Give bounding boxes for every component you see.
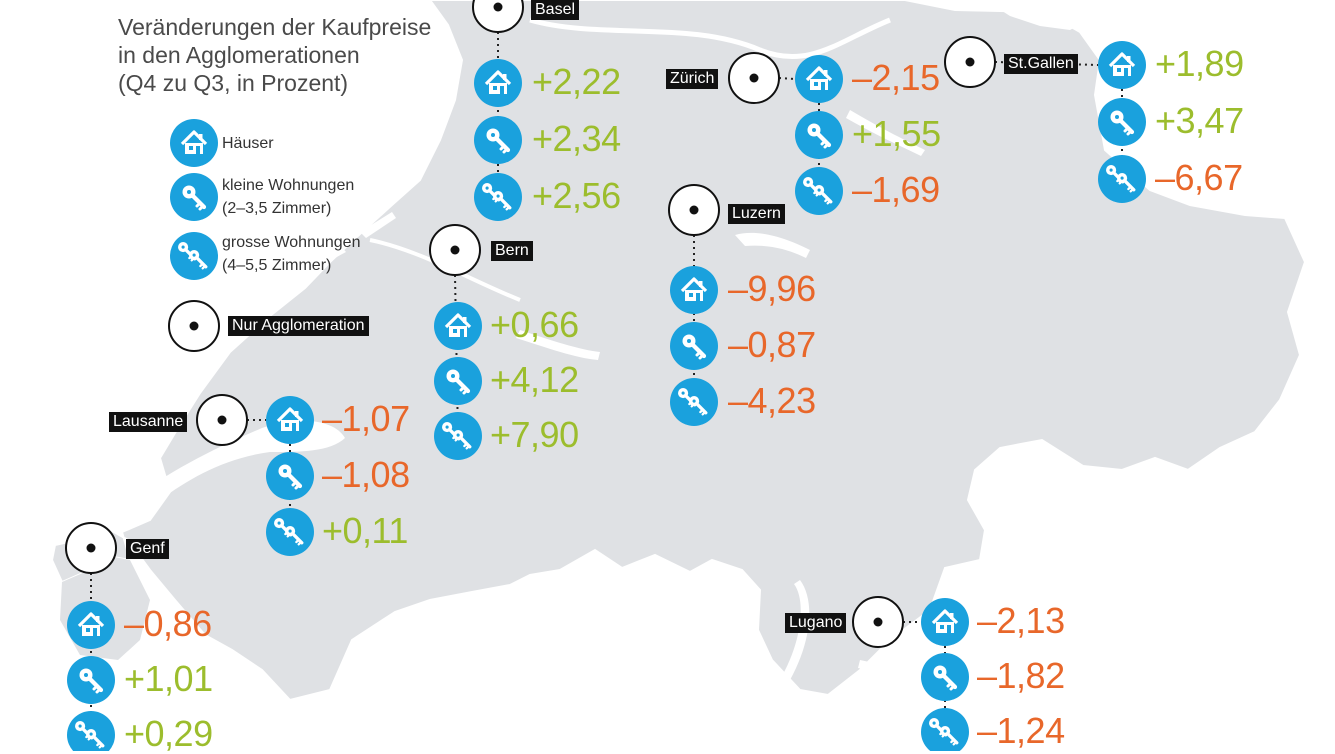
lugano-key-icon xyxy=(921,653,969,701)
luzern-house-icon xyxy=(670,266,718,314)
legend-large-label-2: (4–5,5 Zimmer) xyxy=(222,257,332,274)
city-label-stgallen: St.Gallen xyxy=(1004,54,1078,74)
value-bern-large: +7,90 xyxy=(490,414,579,455)
city-marker-icon-zuerich xyxy=(728,52,780,104)
basel-key-icon xyxy=(474,116,522,164)
bern-house-icon xyxy=(434,302,482,350)
lausanne-key-icon xyxy=(266,452,314,500)
lugano-double-key-icon xyxy=(921,708,969,751)
value-genf-small: +1,01 xyxy=(124,658,213,699)
city-label-lugano: Lugano xyxy=(785,613,847,633)
value-bern-small: +4,12 xyxy=(490,359,579,400)
city-label-bern: Bern xyxy=(491,241,533,261)
value-bern-house: +0,66 xyxy=(490,304,579,345)
genf-house-icon xyxy=(67,601,115,649)
zuerich-double-key-icon xyxy=(795,167,843,215)
value-lausanne-large: +0,11 xyxy=(322,510,408,551)
value-basel-house: +2,22 xyxy=(532,61,621,102)
legend-large-label-1: grosse Wohnungen xyxy=(222,234,361,251)
zuerich-key-icon xyxy=(795,111,843,159)
lake-lucerne xyxy=(735,232,810,258)
lake-biel xyxy=(360,212,396,238)
title-line-3: (Q4 zu Q3, in Prozent) xyxy=(118,70,349,96)
value-zuerich-house: –2,15 xyxy=(852,57,940,98)
value-lugano-small: –1,82 xyxy=(977,655,1065,696)
value-stgallen-house: +1,89 xyxy=(1155,43,1244,84)
value-zuerich-large: –1,69 xyxy=(852,169,940,210)
map-title: Veränderungen der Kaufpreise in den Aggl… xyxy=(118,13,448,97)
city-label-basel: Basel xyxy=(531,0,580,20)
lausanne-house-icon xyxy=(266,396,314,444)
city-marker-icon-basel xyxy=(472,0,524,33)
value-luzern-large: –4,23 xyxy=(728,380,816,421)
city-marker-icon-bern xyxy=(429,224,481,276)
city-icons xyxy=(65,0,1146,751)
value-lugano-house: –2,13 xyxy=(977,600,1065,641)
lake-lugano xyxy=(858,660,915,677)
legend-small-label-1: kleine Wohnungen xyxy=(222,177,355,194)
city-label-luzern: Luzern xyxy=(728,204,785,224)
luzern-double-key-icon xyxy=(670,378,718,426)
legend-city-marker-icon xyxy=(168,300,220,352)
legend-key-icon xyxy=(170,173,218,221)
legend-small-label-2: (2–3,5 Zimmer) xyxy=(222,200,332,217)
city-label-genf: Genf xyxy=(126,539,169,559)
city-label-zuerich: Zürich xyxy=(666,69,719,89)
city-marker-icon-stgallen xyxy=(944,36,996,88)
value-lausanne-house: –1,07 xyxy=(322,398,410,439)
legend-house-icon xyxy=(170,119,218,167)
lake-neuchatel xyxy=(228,245,346,320)
lake-constance xyxy=(985,0,1088,30)
value-basel-small: +2,34 xyxy=(532,118,621,159)
lake-zurich xyxy=(846,110,925,156)
value-basel-large: +2,56 xyxy=(532,175,621,216)
city-marker-icon-luzern xyxy=(668,184,720,236)
connector-zuerich xyxy=(778,77,796,80)
legend-icons xyxy=(168,119,220,352)
zuerich-house-icon xyxy=(795,55,843,103)
stgallen-key-icon xyxy=(1098,98,1146,146)
bern-key-icon xyxy=(434,357,482,405)
value-zuerich-small: +1,55 xyxy=(852,113,941,154)
city-marker-icon-lausanne xyxy=(196,394,248,446)
city-marker-icon-genf xyxy=(65,522,117,574)
value-luzern-house: –9,96 xyxy=(728,268,816,309)
title-line-2: in den Agglomerationen xyxy=(118,42,360,68)
value-genf-house: –0,86 xyxy=(124,603,212,644)
city-marker-icon-lugano xyxy=(852,596,904,648)
basel-double-key-icon xyxy=(474,173,522,221)
legend-house-label: Häuser xyxy=(222,135,274,152)
value-genf-large: +0,29 xyxy=(124,713,213,754)
connector-stgallen xyxy=(994,61,1099,66)
luzern-key-icon xyxy=(670,322,718,370)
lausanne-double-key-icon xyxy=(266,508,314,556)
legend-double-key-icon xyxy=(170,232,218,280)
legend-agglo-label: Nur Agglomeration xyxy=(228,316,369,336)
basel-house-icon xyxy=(474,59,522,107)
bern-double-key-icon xyxy=(434,412,482,460)
lugano-house-icon xyxy=(921,598,969,646)
value-stgallen-large: –6,67 xyxy=(1155,157,1243,198)
value-luzern-small: –0,87 xyxy=(728,324,816,365)
value-stgallen-small: +3,47 xyxy=(1155,100,1244,141)
genf-key-icon xyxy=(67,656,115,704)
value-lausanne-small: –1,08 xyxy=(322,454,410,495)
lake-geneva xyxy=(108,420,345,521)
title-line-1: Veränderungen der Kaufpreise xyxy=(118,14,432,40)
value-lugano-large: –1,24 xyxy=(977,710,1065,751)
lake-maggiore xyxy=(782,580,810,680)
river-rhine xyxy=(529,17,891,60)
genf-double-key-icon xyxy=(67,711,115,751)
stgallen-double-key-icon xyxy=(1098,155,1146,203)
city-label-lausanne: Lausanne xyxy=(109,412,188,432)
lake-thun xyxy=(516,330,600,360)
stgallen-house-icon xyxy=(1098,41,1146,89)
